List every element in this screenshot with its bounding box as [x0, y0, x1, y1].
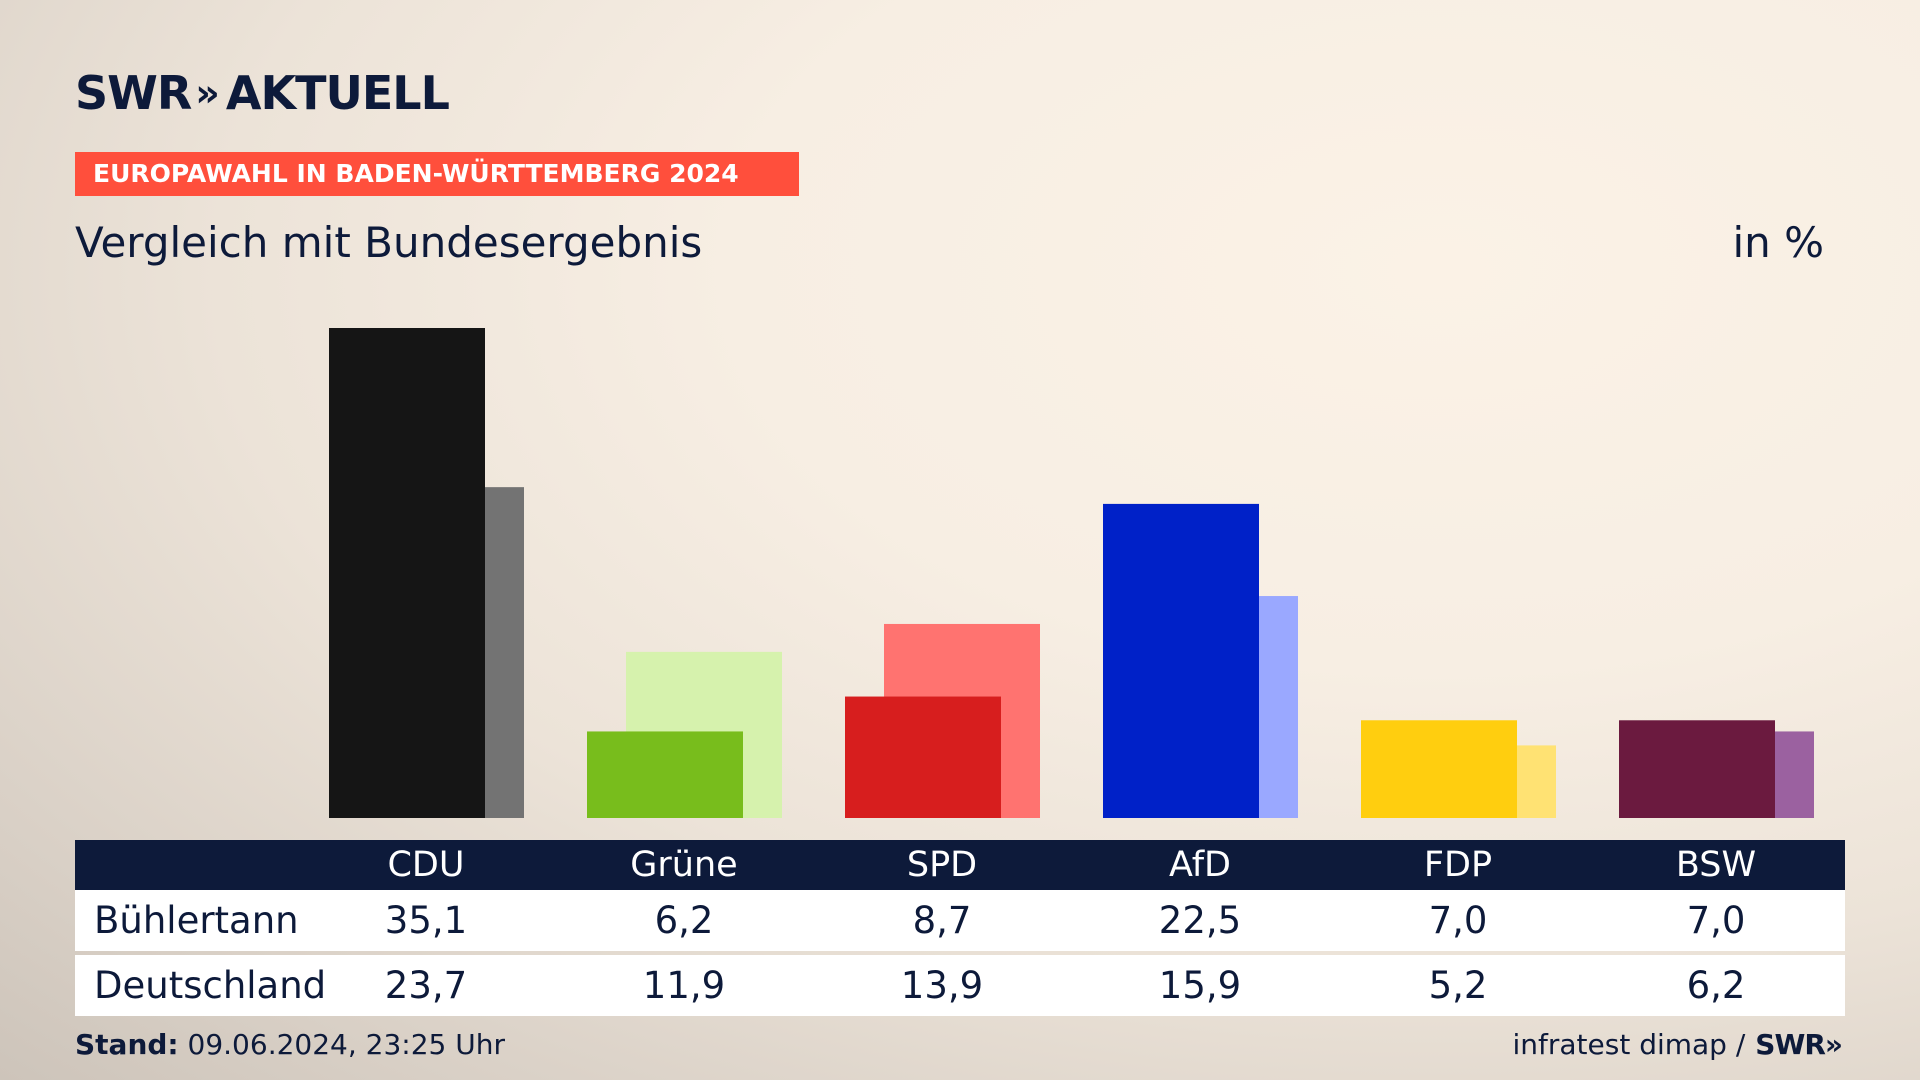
swr-aktuell-logo: SWR » AKTUELL [75, 66, 450, 120]
header-spacer [75, 840, 297, 890]
source-credit: infratest dimap / SWR» [1512, 1028, 1843, 1061]
brand-name: SWR [75, 66, 192, 120]
bar-buehlertann-afd [1103, 503, 1259, 818]
table-cell: 6,2 [654, 899, 714, 942]
stand-label: Stand: [75, 1028, 179, 1061]
chart-subtitle: Vergleich mit Bundesergebnis [75, 218, 703, 267]
header-party: AfD [1169, 845, 1231, 885]
bar-buehlertann-grüne [587, 731, 743, 818]
bar-buehlertann-bsw [1619, 720, 1775, 818]
results-table: CDU Grüne SPD AfD FDP BSW Bühlertann 35,… [75, 840, 1845, 1016]
table-cell: 8,7 [912, 899, 972, 942]
table-cell: 7,0 [1686, 899, 1746, 942]
table-row: Deutschland 23,7 11,9 13,9 15,9 5,2 6,2 [75, 955, 1845, 1016]
bar-buehlertann-spd [845, 696, 1001, 818]
table-row: Bühlertann 35,1 6,2 8,7 22,5 7,0 7,0 [75, 890, 1845, 951]
table-cell: 7,0 [1428, 899, 1488, 942]
bar-buehlertann-cdu [329, 328, 485, 818]
table-cell: 11,9 [642, 964, 726, 1007]
row-label: Deutschland [94, 964, 327, 1007]
table-cell: 15,9 [1158, 964, 1242, 1007]
table-cell: 13,9 [900, 964, 984, 1007]
header-party: Grüne [630, 845, 738, 885]
table-header: CDU Grüne SPD AfD FDP BSW [75, 840, 1845, 890]
header-party: BSW [1675, 845, 1757, 885]
stand-value: 09.06.2024, 23:25 Uhr [187, 1028, 505, 1061]
row-label: Bühlertann [94, 899, 299, 942]
header-party: SPD [906, 845, 978, 885]
swr-logo: SWR» [1755, 1028, 1843, 1061]
brand-product: AKTUELL [225, 66, 450, 120]
table-cell: 6,2 [1686, 964, 1746, 1007]
table-cell: 23,7 [384, 964, 468, 1007]
header-party: CDU [387, 845, 465, 885]
table-cell: 22,5 [1158, 899, 1242, 942]
unit-label: in % [1732, 218, 1824, 267]
table-cell: 5,2 [1428, 964, 1488, 1007]
bar-buehlertann-fdp [1361, 720, 1517, 818]
election-banner: EUROPAWAHL IN BADEN-WÜRTTEMBERG 2024 [75, 152, 799, 196]
header-party: FDP [1423, 845, 1493, 885]
table-cell: 35,1 [384, 899, 468, 942]
timestamp: Stand: 09.06.2024, 23:25 Uhr [75, 1028, 505, 1061]
source-text: infratest dimap / [1512, 1028, 1746, 1061]
